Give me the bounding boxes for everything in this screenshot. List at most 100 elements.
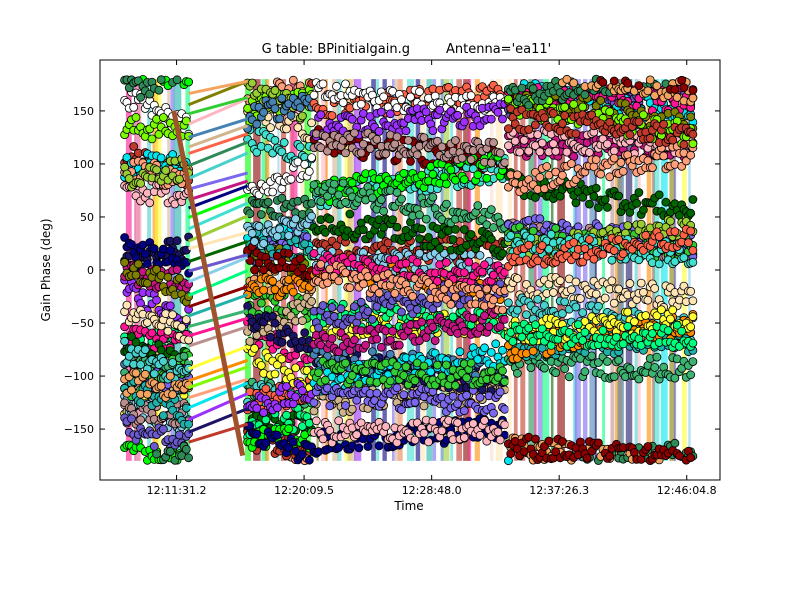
data-point [519, 135, 529, 145]
data-point [500, 404, 510, 414]
data-point [288, 75, 298, 85]
data-point [421, 333, 431, 342]
data-point [466, 229, 476, 239]
data-point [122, 300, 132, 310]
data-point [367, 314, 377, 324]
data-point [379, 206, 389, 216]
data-point [412, 305, 422, 314]
data-point [295, 103, 305, 113]
series-markers [120, 368, 194, 402]
data-point [361, 340, 371, 350]
data-point [415, 87, 424, 97]
data-point [295, 254, 305, 263]
data-point [354, 379, 364, 389]
data-point [498, 249, 507, 258]
data-point [475, 430, 485, 440]
data-point [174, 273, 184, 283]
data-point [247, 78, 257, 88]
data-point [245, 336, 255, 346]
data-point [618, 166, 628, 176]
data-point [493, 427, 503, 437]
data-point [513, 170, 522, 180]
data-point [131, 270, 141, 280]
data-point [459, 268, 469, 278]
data-point [286, 111, 296, 120]
data-point [600, 195, 610, 205]
data-point [272, 231, 282, 241]
data-point [376, 342, 386, 352]
data-point [349, 128, 359, 138]
data-point [441, 257, 451, 267]
data-point [363, 306, 373, 316]
data-point [498, 305, 507, 315]
data-point [329, 179, 339, 189]
data-point [374, 126, 384, 136]
data-point [247, 228, 257, 238]
data-point [140, 369, 150, 379]
data-point [397, 307, 406, 317]
data-point [345, 209, 355, 219]
data-point [168, 310, 178, 320]
data-point [401, 362, 411, 372]
data-point [462, 373, 472, 383]
data-point [184, 419, 194, 429]
data-point [385, 109, 395, 119]
data-point [528, 226, 538, 236]
data-point [145, 198, 155, 208]
data-point [181, 245, 191, 255]
data-point [158, 356, 168, 366]
data-point [172, 265, 182, 275]
data-point [254, 222, 264, 231]
data-point [334, 276, 344, 286]
data-point [282, 410, 291, 420]
data-point [562, 147, 572, 157]
data-point [446, 165, 456, 175]
data-point [165, 246, 175, 256]
data-point [129, 142, 139, 151]
data-point [252, 119, 262, 129]
data-point [549, 139, 558, 149]
data-point [435, 105, 445, 115]
data-point [397, 194, 406, 204]
data-point [500, 158, 510, 168]
data-point [133, 259, 143, 269]
data-point [473, 170, 483, 180]
data-point [365, 144, 375, 154]
data-point [277, 337, 287, 347]
data-point [686, 150, 696, 160]
data-point [120, 257, 129, 267]
data-point [131, 368, 141, 378]
data-point [284, 231, 294, 241]
data-point [435, 243, 445, 253]
data-point [152, 264, 162, 274]
data-point [177, 322, 187, 332]
data-point [462, 390, 472, 400]
data-point [282, 124, 291, 134]
data-point [263, 197, 273, 207]
data-point [466, 358, 476, 368]
data-point [309, 248, 319, 258]
data-point [341, 401, 350, 410]
data-point [270, 318, 280, 328]
data-point [311, 416, 321, 426]
data-point [259, 239, 269, 248]
data-point [325, 214, 335, 224]
data-point [439, 172, 449, 182]
data-point [459, 225, 469, 234]
data-point [316, 110, 326, 120]
data-point [410, 397, 420, 407]
data-point [477, 267, 487, 277]
data-point [542, 162, 552, 171]
data-point [432, 360, 442, 370]
data-point [515, 147, 525, 157]
data-point [558, 170, 567, 180]
data-point [421, 214, 431, 224]
data-point [284, 424, 294, 434]
data-point [459, 406, 469, 416]
data-point [304, 455, 314, 465]
data-point [270, 86, 280, 95]
data-point [603, 202, 612, 212]
data-point [140, 249, 150, 259]
data-point [376, 107, 386, 117]
